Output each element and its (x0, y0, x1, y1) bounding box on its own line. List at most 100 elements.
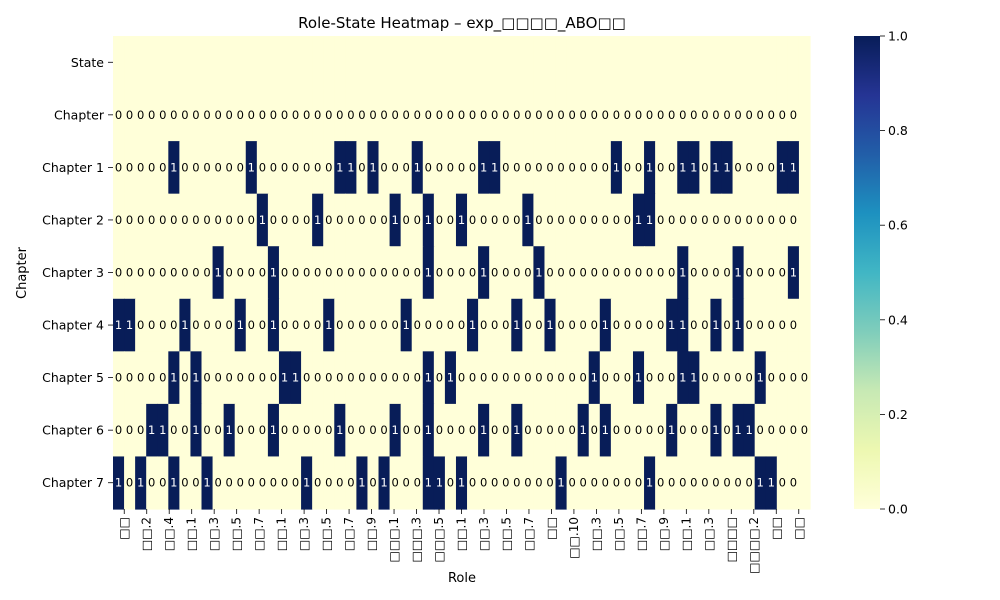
cell-annotation: 0 (226, 108, 233, 122)
cell-annotation: 0 (613, 371, 620, 385)
cell-annotation: 0 (248, 318, 255, 332)
cell-annotation: 0 (137, 318, 144, 332)
heatmap-cell (699, 246, 712, 300)
heatmap-cell (312, 193, 324, 247)
heatmap-cell (179, 403, 192, 458)
heatmap-cell (422, 88, 435, 142)
heatmap-cell (356, 246, 369, 300)
heatmap-cell (544, 298, 557, 352)
cell-annotation: 1 (768, 476, 775, 490)
heatmap-cell (455, 36, 468, 90)
y-axis-label: Chapter (15, 246, 30, 299)
x-tick-label: □□.1 (275, 517, 289, 551)
cell-annotation: 1 (325, 318, 332, 332)
cell-annotation: 0 (358, 318, 365, 332)
cell-annotation: 0 (757, 318, 764, 332)
heatmap-cell (124, 351, 136, 405)
heatmap-cell (511, 193, 523, 247)
cell-annotation: 0 (403, 423, 410, 437)
heatmap-cell (400, 246, 413, 300)
heatmap-cell (478, 193, 490, 247)
heatmap-cell (500, 456, 512, 510)
heatmap-cell (632, 298, 645, 352)
y-tick-label: Chapter 4 (42, 318, 104, 333)
cell-annotation: 0 (779, 423, 786, 437)
heatmap-cell (400, 351, 413, 405)
cell-annotation: 0 (403, 213, 410, 227)
cell-annotation: 0 (391, 108, 398, 122)
heatmap-cell (511, 88, 523, 142)
cell-annotation: 1 (270, 423, 277, 437)
cell-annotation: 0 (624, 266, 631, 280)
heatmap-cell (787, 298, 800, 352)
cell-annotation: 0 (403, 160, 410, 174)
cell-annotation: 0 (126, 266, 133, 280)
cell-annotation: 0 (779, 108, 786, 122)
cell-annotation: 0 (546, 266, 553, 280)
heatmap-cell (433, 298, 446, 352)
cell-annotation: 0 (148, 371, 155, 385)
cell-annotation: 0 (524, 371, 531, 385)
cell-annotation: 0 (126, 213, 133, 227)
cell-annotation: 0 (790, 423, 797, 437)
cell-annotation: 1 (170, 476, 177, 490)
cell-annotation: 0 (214, 423, 221, 437)
heatmap-cell (135, 456, 147, 510)
heatmap-cell (168, 246, 180, 300)
cell-annotation: 0 (602, 108, 609, 122)
cell-annotation: 0 (779, 318, 786, 332)
cell-annotation: 0 (447, 318, 454, 332)
heatmap-cell (511, 246, 523, 300)
cell-annotation: 1 (546, 318, 553, 332)
heatmap-cell (699, 193, 712, 247)
cell-annotation: 0 (248, 108, 255, 122)
heatmap-cell (135, 88, 147, 142)
heatmap-cell (323, 246, 335, 300)
heatmap-cell (179, 141, 192, 195)
cell-annotation: 0 (557, 160, 564, 174)
cell-annotation: 0 (491, 371, 498, 385)
heatmap-cell (555, 141, 568, 195)
cell-annotation: 0 (591, 423, 598, 437)
cell-annotation: 0 (358, 160, 365, 174)
cell-annotation: 0 (458, 371, 465, 385)
cell-annotation: 1 (734, 318, 741, 332)
cell-annotation: 0 (734, 476, 741, 490)
heatmap-cell (290, 456, 302, 510)
heatmap-cell (256, 141, 269, 195)
heatmap-cell (754, 246, 767, 300)
x-tick-label: □□.4 (162, 517, 176, 551)
heatmap-cell (378, 351, 391, 405)
cell-annotation: 0 (447, 476, 454, 490)
heatmap-cell (688, 456, 700, 510)
heatmap-cell (378, 36, 391, 90)
heatmap-cell (555, 88, 568, 142)
cell-annotation: 0 (613, 108, 620, 122)
cell-annotation: 0 (347, 476, 354, 490)
heatmap-cell (356, 193, 369, 247)
heatmap-cell (356, 351, 369, 405)
cell-annotation: 1 (723, 160, 730, 174)
heatmap-cell (256, 298, 269, 352)
cell-annotation: 0 (281, 266, 288, 280)
heatmap-cell (732, 141, 745, 195)
cell-annotation: 0 (226, 213, 233, 227)
cell-annotation: 0 (757, 108, 764, 122)
heatmap-cell (765, 141, 778, 195)
x-axis-label: Role (448, 571, 476, 586)
heatmap-cell (743, 36, 756, 90)
heatmap-cell (201, 456, 214, 510)
heatmap-cell (400, 193, 413, 247)
heatmap-cell (267, 193, 280, 247)
heatmap-cell (334, 456, 346, 510)
heatmap-cell (367, 36, 380, 90)
cell-annotation: 0 (214, 318, 221, 332)
cell-annotation: 0 (602, 266, 609, 280)
cell-annotation: 0 (281, 213, 288, 227)
heatmap-cell (278, 456, 291, 510)
cell-annotation: 0 (181, 423, 188, 437)
cell-annotation: 0 (414, 318, 421, 332)
heatmap-cell (533, 246, 546, 300)
cell-annotation: 1 (358, 476, 365, 490)
cell-annotation: 0 (513, 266, 520, 280)
